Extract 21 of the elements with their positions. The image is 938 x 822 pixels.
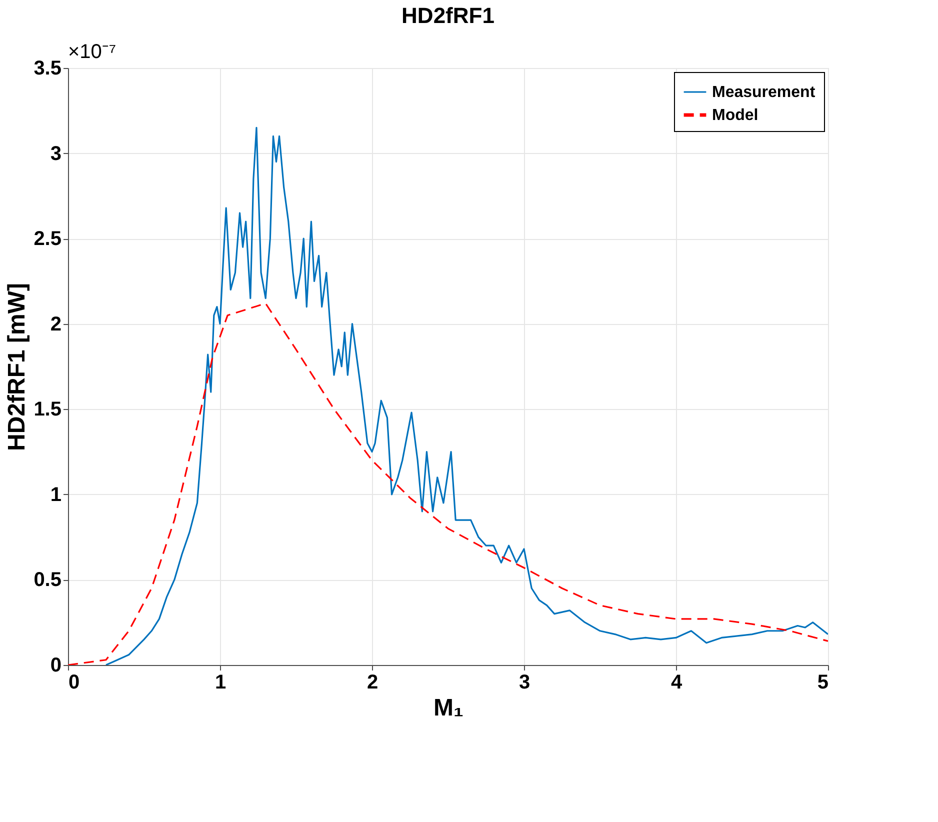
x-axis-title: M₁ [434, 694, 464, 722]
legend-label: Model [712, 107, 758, 124]
y-tick-label: 2.5 [34, 228, 62, 250]
y-tick-label: 3 [50, 142, 62, 165]
line-series [105, 126, 828, 665]
x-tick-label: 0 [68, 672, 80, 694]
x-tick-label: 3 [518, 672, 530, 694]
y-tick-label: 0 [50, 654, 62, 676]
y-tick-label: 1.5 [34, 398, 62, 421]
y-tick-label: 3.5 [34, 58, 62, 80]
y-tick-label: 2 [50, 313, 62, 336]
y-tick-label: 0.5 [34, 569, 62, 592]
y-axis-title: HD2fRF1 [mW] [4, 283, 31, 451]
x-tick-label: 5 [817, 672, 828, 694]
legend-label: Measurement [712, 84, 816, 101]
x-tick-label: 1 [214, 672, 226, 694]
text: ×10⁻⁷ [68, 41, 116, 63]
x-tick-label: 2 [366, 672, 378, 694]
chart-title: HD2fRF1 [402, 3, 494, 28]
y-tick-label: 1 [50, 484, 62, 506]
x-tick-label: 4 [670, 672, 683, 694]
